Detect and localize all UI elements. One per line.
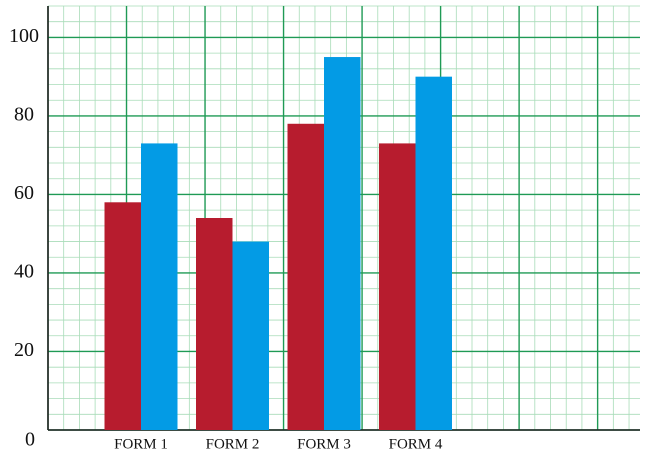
y-tick-label: 40 — [14, 261, 34, 283]
bar — [141, 143, 178, 430]
y-tick-label: 20 — [14, 339, 34, 361]
x-tick-label: FORM 4 — [389, 436, 443, 452]
x-tick-label: FORM 3 — [297, 436, 351, 452]
bar — [232, 241, 269, 430]
y-tick-label: 0 — [25, 429, 35, 451]
x-tick-label: FORM 1 — [114, 436, 168, 452]
y-tick-label: 60 — [14, 182, 34, 204]
bar — [379, 143, 416, 430]
bar — [104, 202, 141, 430]
y-tick-label: 80 — [14, 104, 34, 126]
bar — [196, 218, 233, 430]
bar — [287, 123, 324, 431]
x-tick-label: FORM 2 — [206, 436, 260, 452]
bar — [324, 57, 361, 430]
y-tick-label: 100 — [9, 25, 39, 47]
bar — [415, 76, 452, 431]
